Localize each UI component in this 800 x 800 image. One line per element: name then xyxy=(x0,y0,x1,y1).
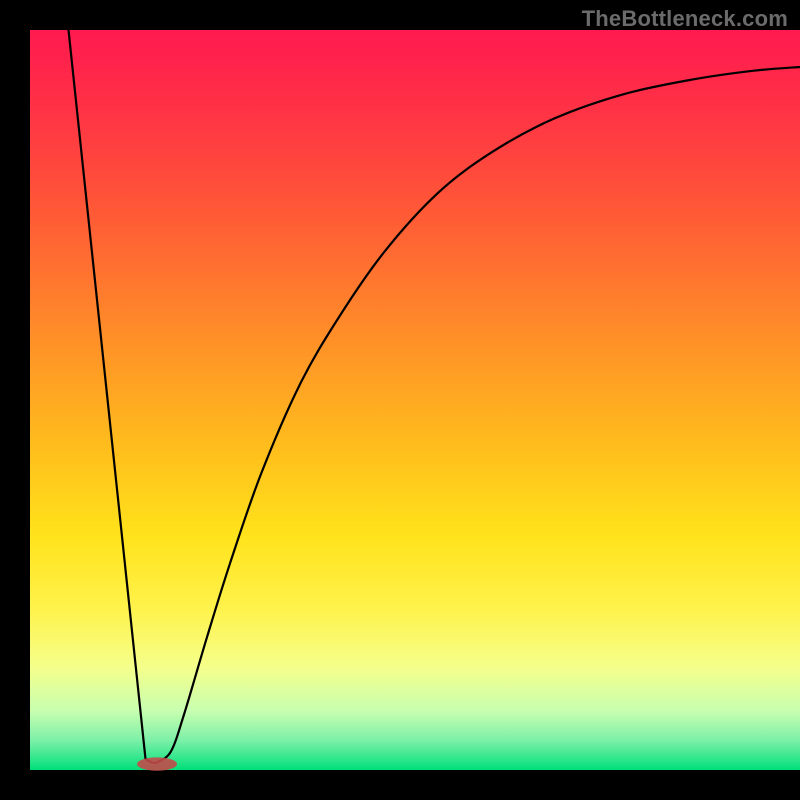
optimal-point-marker xyxy=(137,757,177,770)
watermark-text: TheBottleneck.com xyxy=(582,6,788,32)
bottleneck-curve-chart xyxy=(0,0,800,800)
plot-gradient-bg xyxy=(30,30,800,770)
chart-container: TheBottleneck.com xyxy=(0,0,800,800)
